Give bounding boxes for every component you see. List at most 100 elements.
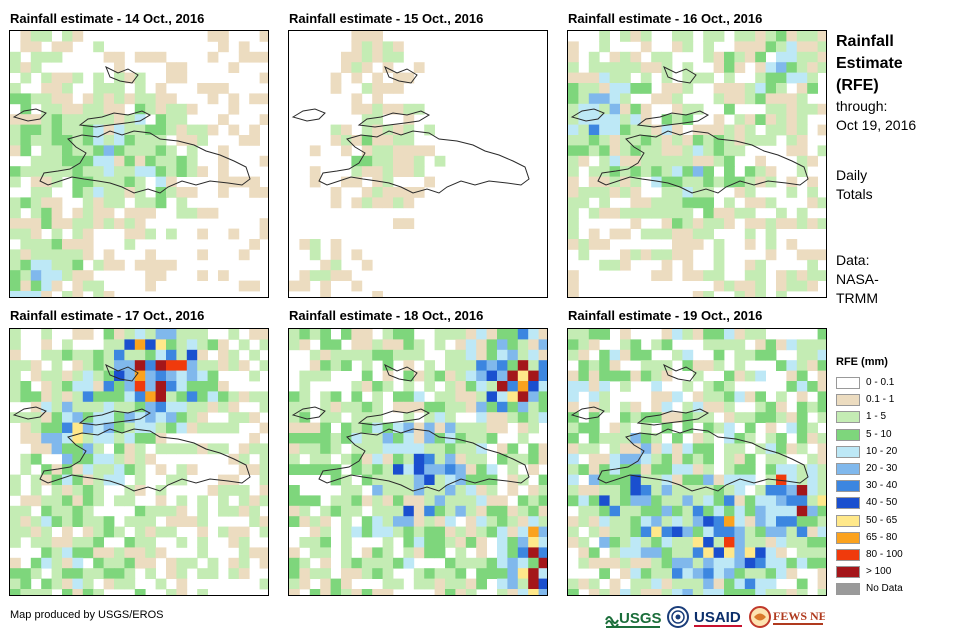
rainfall-cell [661, 526, 673, 538]
rainfall-cell [713, 239, 725, 250]
rainfall-cell [588, 329, 600, 340]
rainfall-map-3[interactable] [567, 30, 827, 298]
rainfall-cell [620, 464, 631, 475]
rainfall-cell [41, 197, 52, 209]
rainfall-cell [382, 176, 394, 188]
rainfall-cell [465, 589, 477, 595]
rainfall-cell [682, 422, 694, 434]
rainfall-cell [103, 464, 115, 475]
rainfall-cell [10, 485, 21, 496]
rainfall-cell [330, 249, 342, 261]
rainfall-cell [692, 166, 704, 177]
rainfall-cell [124, 339, 136, 351]
rainfall-cell [134, 485, 146, 496]
rainfall-cell [238, 51, 250, 63]
rainfall-cell [807, 422, 818, 434]
rainfall-cell [724, 412, 735, 423]
rainfall-cell [724, 401, 735, 413]
rainfall-cell [476, 568, 487, 579]
rainfall-cell [817, 41, 826, 53]
rainfall-cell [259, 526, 268, 538]
rainfall-cell [599, 526, 610, 538]
rainfall-cell [82, 270, 94, 281]
rainfall-map-6[interactable] [567, 328, 827, 596]
rainfall-map-5[interactable] [288, 328, 548, 596]
rainfall-cell [620, 589, 631, 595]
rainfall-cell [507, 412, 519, 423]
rainfall-map-2[interactable] [288, 30, 548, 298]
rainfall-cell [528, 537, 539, 548]
rainfall-cell [640, 422, 652, 434]
rainfall-cell [403, 537, 415, 548]
rainfall-cell [361, 568, 373, 579]
rainfall-cell [41, 433, 52, 444]
rainfall-cell [640, 537, 652, 548]
rainfall-cell [166, 259, 177, 271]
rainfall-cell [445, 464, 456, 475]
rainfall-cell [578, 443, 590, 455]
rainfall-cell [361, 370, 373, 382]
rainfall-cell [755, 578, 766, 590]
rainfall-cell [82, 93, 94, 105]
rainfall-cell [51, 197, 63, 209]
rainfall-cell [734, 176, 746, 188]
rainfall-cell [765, 526, 777, 538]
rainfall-cell [62, 270, 73, 281]
rainfall-cell [145, 259, 156, 271]
rainfall-cell [82, 124, 94, 136]
rainfall-cell [155, 381, 167, 392]
rainfall-cell [330, 391, 342, 403]
rainfall-cell [72, 474, 84, 486]
rainfall-cell [476, 547, 487, 559]
rainfall-cell [51, 360, 63, 371]
rainfall-cell [630, 249, 642, 261]
rainfall-cell [807, 485, 818, 496]
rainfall-cell [41, 218, 52, 229]
rainfall-cell [124, 391, 136, 403]
rainfall-cell [661, 516, 673, 527]
rainfall-cell [578, 249, 590, 261]
rainfall-cell [507, 578, 519, 590]
rainfall-cell [776, 62, 787, 73]
rainfall-cell [661, 412, 673, 423]
rainfall-cell [330, 505, 342, 517]
rainfall-cell [186, 391, 198, 403]
panel-title-3: Rainfall estimate - 16 Oct., 2016 [568, 11, 763, 26]
rainfall-cell [692, 557, 704, 569]
rainfall-cell [786, 280, 798, 292]
rainfall-cell [259, 329, 268, 340]
rainfall-cell [403, 495, 415, 507]
legend-label: 10 - 20 [866, 445, 898, 457]
rainfall-cell [507, 485, 519, 496]
rainfall-cell [382, 547, 394, 559]
rainfall-cell [796, 557, 808, 569]
rainfall-map-1[interactable] [9, 30, 269, 298]
rainfall-cell [393, 495, 404, 507]
rainfall-cell [145, 537, 156, 548]
rainfall-cell [817, 412, 826, 423]
rainfall-cell [588, 453, 600, 465]
rainfall-cell [661, 207, 673, 219]
source-block: Data: NASA- TRMM [836, 251, 879, 308]
rainfall-cell [30, 207, 42, 219]
rainfall-cell [682, 401, 694, 413]
rainfall-cell [145, 453, 156, 465]
rainfall-cell [713, 249, 725, 261]
rainfall-cell [82, 176, 94, 188]
rainfall-cell [651, 474, 662, 486]
rainfall-cell [30, 166, 42, 177]
rainfall-cell [124, 166, 136, 177]
rainfall-cell [403, 187, 415, 198]
rainfall-cell [434, 155, 446, 167]
rainfall-cell [403, 547, 415, 559]
rainfall-cell [82, 381, 94, 392]
rainfall-cell [568, 401, 579, 413]
rainfall-map-4[interactable] [9, 328, 269, 596]
rainfall-cell [10, 557, 21, 569]
rainfall-cell [476, 401, 487, 413]
rainfall-cell [361, 83, 373, 94]
rainfall-cell [434, 422, 446, 434]
rainfall-cell [661, 145, 673, 157]
rainfall-cell [672, 31, 683, 42]
rainfall-cell [51, 83, 63, 94]
